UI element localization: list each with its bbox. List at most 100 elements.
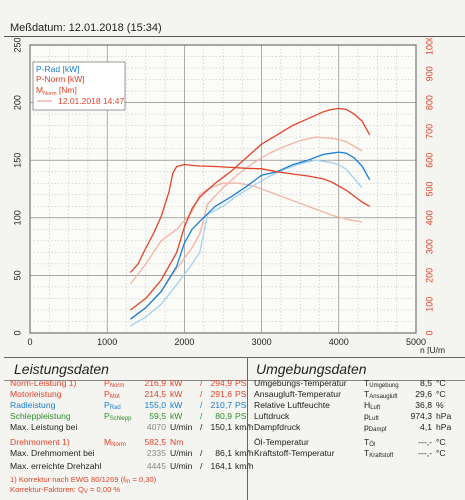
left-tick-label: 0 <box>12 330 22 335</box>
right-tick-label: 200 <box>424 268 434 283</box>
env-unit: % <box>436 400 444 410</box>
row-value2: 164,1 <box>210 461 232 471</box>
row-value2: 150,1 <box>210 422 232 432</box>
p-rad-line <box>130 151 371 320</box>
row-value1: 59,5 <box>149 411 166 421</box>
env-label: Öl-Temperatur <box>254 437 309 447</box>
row-value2: 86,1 <box>215 448 232 458</box>
env-label: Dampfdruck <box>254 422 301 432</box>
row-unit1: kW <box>170 378 183 388</box>
environment-row: Relative Luftfeuchte HLuft 36,8% <box>254 400 462 411</box>
legend-box <box>32 61 126 111</box>
row-separator: / <box>200 448 203 458</box>
performance-row: Max. erreichte Drehzahl 4445 U/min / 164,1 km… <box>10 461 254 472</box>
env-symbol-sub: Ansaugluft <box>369 394 398 400</box>
env-unit: hPa <box>436 422 452 432</box>
env-symbol: TAnsaugluft <box>364 389 398 403</box>
row-unit1: U/min <box>170 448 193 458</box>
row-symbol: PNorm <box>104 378 124 392</box>
measurement-date-label: Meßdatum: 12.01.2018 (15:34) <box>10 22 162 34</box>
left-tick-label: 150 <box>12 153 22 168</box>
right-tick-label: 0 <box>424 330 434 335</box>
row-value1: 155,0 <box>144 400 166 410</box>
env-symbol-main: p <box>364 422 369 432</box>
dyno-chart: 0 50 100 150 200 250 0 100 200 300 400 500 600 700 800… <box>12 38 445 354</box>
left-tick-label: 250 <box>12 38 22 53</box>
row-unit2: km/h <box>235 461 254 471</box>
env-label: Kraftstoff-Temperatur <box>254 448 335 458</box>
env-unit: °C <box>436 437 446 447</box>
left-tick-label: 50 <box>12 270 22 280</box>
row-symbol-sub: Norm <box>109 383 125 389</box>
row-unit2: km/h <box>235 448 254 458</box>
environment-row: Luftdruck pLuft 974,3 hPa <box>254 411 462 422</box>
row-symbol-main: P <box>104 411 110 421</box>
performance-row: Schleppleistung PSchlepp 59,5 kW / 80,9 PS <box>10 411 246 422</box>
x-tick-label: 3000 <box>252 337 272 347</box>
env-value: ---,- <box>418 448 432 458</box>
row-symbol-sub: Schlepp <box>109 416 132 422</box>
row-label: Motorleistung <box>10 389 62 399</box>
performance-data-title: Leistungsdaten <box>4 358 247 381</box>
performance-row: Norm-Leistung 1) PNorm 216,9 kW / 294,9 PS <box>10 378 246 389</box>
env-symbol: pDampf <box>364 422 386 436</box>
performance-row: Max. Drehmoment bei 2335 U/min / 86,1 km/h <box>10 448 254 459</box>
x-tick-label: 0 <box>27 337 32 347</box>
environment-data-panel: Umgebungsdaten Umgebungs-Temperatur TUmge… <box>248 357 465 500</box>
row-unit2: PS <box>235 411 247 421</box>
row-symbol-main: P <box>104 389 110 399</box>
legend-m-unit: [Nm] <box>57 85 77 95</box>
legend-m-norm: MNorm [Nm] <box>36 85 77 97</box>
footnote2-sub: V <box>83 489 88 495</box>
env-label: Ansaugluft-Temperatur <box>254 389 341 399</box>
env-symbol-main: T <box>364 437 370 447</box>
row-value1: 216,9 <box>144 378 166 388</box>
torque-line <box>129 163 371 273</box>
legend-p-norm: P-Norm [kW] <box>36 74 85 84</box>
row-symbol: PMot <box>104 389 120 403</box>
env-label: Luftdruck <box>254 411 290 421</box>
chart-series <box>129 107 371 327</box>
row-label: Max. Drehmoment bei <box>10 448 95 458</box>
compare-torque-line <box>129 182 363 285</box>
chart-axes: 0 50 100 150 200 250 0 100 200 300 400 500 600 700 800… <box>12 38 445 354</box>
right-tick-label: 500 <box>424 181 434 196</box>
row-symbol: PRad <box>104 400 121 414</box>
env-unit: °C <box>436 448 446 458</box>
env-symbol-sub: Luft <box>368 416 379 422</box>
legend-m-sub: Norm <box>43 91 57 97</box>
chart-legend: P-Rad [kW]P-Norm [kW]MNorm [Nm]12.01.201… <box>32 61 126 111</box>
env-value: 4,1 <box>420 422 432 432</box>
env-symbol-main: p <box>364 411 369 421</box>
row-label: Max. Leistung bei <box>10 422 78 432</box>
env-symbol: HLuft <box>364 400 380 414</box>
row-unit2: PS <box>235 389 247 399</box>
env-label: Umgebungs-Temperatur <box>254 378 347 388</box>
performance-row: Radleistung PRad 155,0 kW / 210,7 PS <box>10 400 246 411</box>
row-label: Drehmoment 1) <box>10 437 70 447</box>
row-label: Max. erreichte Drehzahl <box>10 461 102 471</box>
right-tick-label: 300 <box>424 239 434 254</box>
x-tick-label: 5000 <box>406 337 426 347</box>
env-symbol-sub: Kraftstoff <box>369 453 394 459</box>
env-symbol: pLuft <box>364 411 379 425</box>
legend-compare: 12.01.2018 14:47 <box>58 96 124 106</box>
footnote1-end: = 0,30) <box>130 475 157 484</box>
footnote1-text: 1) Korrektur nach EWG 80/1269 (f <box>10 475 126 484</box>
environment-row: Kraftstoff-Temperatur TKraftstoff ---,- °C <box>254 448 462 459</box>
row-symbol-sub: Rad <box>109 405 121 411</box>
row-unit1: U/min <box>170 422 193 432</box>
row-unit1: Nm <box>170 437 184 447</box>
row-unit2: PS <box>235 378 247 388</box>
performance-row: Motorleistung PMot 214,5 kW / 291,6 PS <box>10 389 246 400</box>
env-symbol-main: H <box>364 400 371 410</box>
x-axis-label: n [U/m <box>420 345 445 354</box>
row-value1: 2335 <box>146 448 166 458</box>
env-value: ---,- <box>418 437 432 447</box>
right-tick-label: 100 <box>424 297 434 312</box>
env-value: 36,8 <box>415 400 432 410</box>
row-symbol-main: P <box>104 378 110 388</box>
env-unit: °C <box>436 389 446 399</box>
row-label: Radleistung <box>10 400 56 410</box>
env-value: 8,5 <box>420 378 432 388</box>
